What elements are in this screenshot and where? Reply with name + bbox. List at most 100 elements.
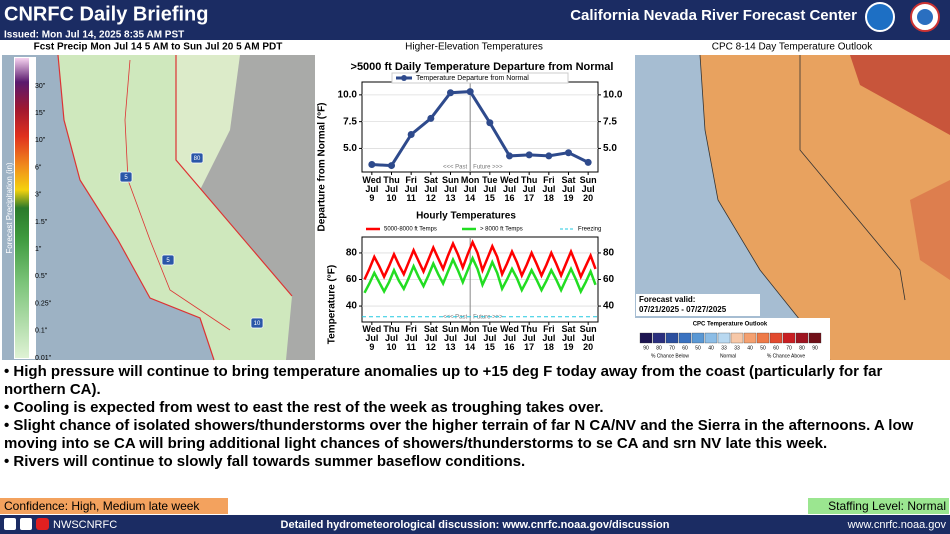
legend-dot: [401, 75, 407, 81]
ocean: [2, 55, 214, 360]
precip-tick-label: 0.01": [35, 355, 52, 362]
x-tick-label: Fri Jul 11: [404, 325, 418, 352]
cpc-tick-label: 60: [773, 345, 779, 351]
discussion-link[interactable]: Detailed hydrometeorological discussion:…: [281, 519, 670, 531]
y2-tick-label: 10.0: [603, 89, 623, 100]
road-label: 10: [254, 321, 261, 327]
point: [486, 119, 494, 127]
x-tick-label: Fri Jul 11: [404, 176, 418, 203]
x-tick-label: Thu Jul 10: [383, 325, 400, 352]
y2-tick-label: 40: [603, 301, 615, 312]
x-tick-label: Tue Jul 15: [482, 325, 498, 352]
cpc-border: [799, 55, 906, 301]
x-tick-box: Sat Jul 12: [423, 176, 438, 203]
annotation: <<< Past: [443, 165, 468, 171]
precip-tick-label: 1.5": [35, 219, 48, 226]
y2-tick-label: 80: [603, 248, 615, 259]
x-tick-label: Mon Jul 14: [460, 176, 480, 203]
cpc-tick-label: 80: [799, 345, 805, 351]
cpc-swatch: [652, 332, 666, 344]
youtube-icon[interactable]: [36, 518, 49, 530]
x-tick-label: Sat Jul 19: [561, 176, 576, 203]
legend-label: Temperature Departure from Normal: [416, 75, 529, 82]
x-tick-label: Sat Jul 12: [423, 176, 438, 203]
x-tick-box: Sun Jul 20: [579, 325, 597, 352]
road-shield: [119, 171, 133, 183]
cpc-swatch: [769, 332, 783, 344]
cpc-swatch: [639, 332, 653, 344]
legend-label: 5000-8000 ft Temps: [384, 227, 437, 233]
x-tick-box: Fri Jul 18: [542, 325, 555, 352]
cpc-tick-label: 70: [786, 345, 792, 351]
plot-area: [361, 81, 599, 173]
x-tick-label: Mon Jul 14: [460, 325, 480, 352]
cpc-swatch: [704, 332, 718, 344]
x-tick-box: Thu Jul 17: [520, 325, 538, 352]
cpc-tick-label: 40: [747, 345, 753, 351]
cpc-tick-label: 60: [682, 345, 688, 351]
series-line: [363, 239, 597, 281]
x-tick-box: Wed Jul 16: [500, 176, 519, 203]
panel-title: Higher-Elevation Temperatures: [405, 42, 543, 53]
cpc-above-normal: [700, 55, 950, 360]
series-line: [363, 255, 597, 295]
bullet: • High pressure will continue to bring t…: [4, 363, 883, 398]
x-tick-box: Mon Jul 14: [460, 176, 480, 203]
x-tick-label: Sat Jul 19: [561, 325, 576, 352]
x-tick-label: Sun Jul 20: [579, 325, 597, 352]
point: [427, 114, 435, 122]
annotation: <<< Past: [443, 315, 468, 321]
precip-tick-label: 10": [35, 137, 46, 144]
bullet-list: • High pressure will continue to bring t…: [4, 363, 944, 471]
cpc-above: % Chance Above: [767, 353, 806, 359]
staffing-box: [808, 498, 949, 514]
cpc-tick-label: 70: [669, 345, 675, 351]
point: [447, 89, 454, 97]
point: [545, 152, 553, 160]
social-handle: NWSCNRFC: [53, 519, 117, 531]
y2-tick-label: 5.0: [603, 143, 617, 154]
x-icon[interactable]: [20, 518, 32, 530]
precip-tick-label: 30": [35, 83, 46, 90]
x-tick-label: Sun Jul 13: [442, 325, 459, 352]
cpc-tick-label: 33: [734, 345, 740, 351]
road-label: 80: [194, 156, 201, 162]
x-tick-box: Wed Jul 16: [500, 325, 519, 352]
highway: [124, 59, 231, 331]
cpc-valid-box: [636, 294, 760, 316]
cpc-swatch: [782, 332, 796, 344]
x-tick-label: Sun Jul 20: [579, 176, 597, 203]
road-label: 5: [124, 175, 128, 181]
legend-label: > 8000 ft Temps: [480, 227, 523, 233]
x-tick-label: Sat Jul 12: [423, 325, 438, 352]
road-shield: [250, 317, 264, 329]
facebook-icon[interactable]: [4, 518, 16, 530]
x-tick-label: Sun Jul 13: [442, 176, 459, 203]
x-tick-label: Wed Jul 16: [500, 176, 519, 203]
x-tick-label: Thu Jul 17: [520, 325, 538, 352]
coastline: [57, 54, 215, 361]
website-link[interactable]: www.cnrfc.noaa.gov: [847, 519, 947, 531]
x-tick-box: Fri Jul 18: [542, 176, 556, 203]
annotation: Future >>>: [473, 315, 503, 321]
cpc-tick-label: 50: [760, 345, 766, 351]
y2-tick-label: 7.5: [603, 116, 617, 127]
point: [506, 152, 513, 160]
bullet: • Slight chance of isolated showers/thun…: [4, 417, 914, 452]
y-tick-label: 7.5: [343, 116, 357, 127]
y-tick-label: 40: [346, 301, 358, 312]
x-tick-label: Wed Jul 9: [362, 325, 382, 352]
point: [565, 149, 572, 157]
y2-tick-label: 60: [603, 274, 615, 285]
panel-title: CPC 8-14 Day Temperature Outlook: [712, 42, 873, 53]
x-tick-box: Sat Jul 19: [561, 176, 576, 203]
california-precip: [58, 55, 292, 360]
x-tick-label: Fri Jul 18: [542, 176, 556, 203]
cpc-tick-label: 50: [695, 345, 701, 351]
cpc-valid-dates: 07/21/2025 - 07/27/2025: [639, 305, 727, 314]
precip-tick-label: 1": [35, 246, 42, 253]
cpc-above-mid: [910, 180, 950, 280]
x-tick-box: Sun Jul 13: [442, 325, 459, 352]
header-bar: [0, 0, 950, 40]
